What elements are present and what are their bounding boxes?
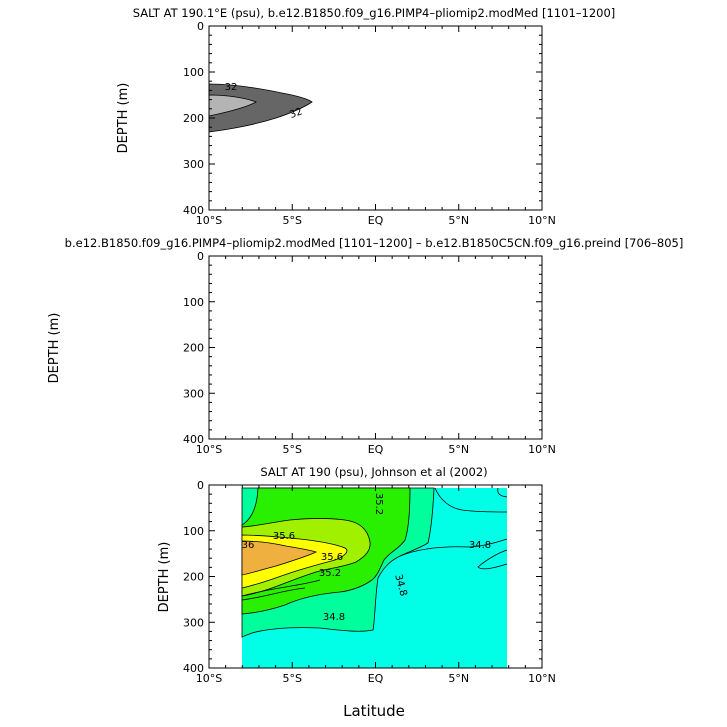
y-tick-label: 0 — [197, 20, 204, 33]
panel-1-contours: 32 32 — [208, 82, 313, 133]
panel-3-xlabel: Latitude — [343, 702, 405, 720]
y-tick-label: 100 — [183, 66, 204, 79]
x-tick-label: 5°S — [283, 443, 302, 456]
y-tick-label: 100 — [183, 296, 204, 309]
y-tick-label: 200 — [183, 342, 204, 355]
y-tick-label: 0 — [197, 250, 204, 263]
panel-1-fill-dark-region — [208, 83, 313, 133]
y-tick-label: 200 — [183, 571, 204, 584]
x-tick-label: 5°N — [448, 443, 469, 456]
panel-2-ylabel: DEPTH (m) — [47, 313, 62, 384]
y-tick-label: 300 — [183, 616, 204, 629]
panel-3-contour-label: 36 — [242, 540, 255, 551]
x-tick-label: 10°N — [528, 672, 556, 685]
x-tick-label: EQ — [368, 443, 384, 456]
y-tick-label: 400 — [183, 433, 204, 446]
x-tick-label: 10°S — [196, 214, 222, 227]
panel-1-contour-label: 32 — [288, 106, 304, 121]
panel-3-ylabel: DEPTH (m) — [157, 542, 172, 613]
x-tick-label: EQ — [368, 672, 384, 685]
panel-3-contour-label: 35.6 — [321, 552, 343, 563]
y-tick-label: 100 — [183, 525, 204, 538]
x-tick-label: 5°S — [283, 672, 302, 685]
panel-3-contour-line — [399, 538, 508, 557]
panel-2-axes: 10°S 5°S EQ 5°N 10°N 0 100 200 300 400 — [183, 250, 556, 456]
panel-1-axes: 10°S 5°S EQ 5°N 10°N 0 100 200 300 400 — [183, 20, 556, 227]
panel-2: b.e12.B1850.f09_g16.PIMP4–pliomip2.modMe… — [47, 236, 683, 456]
panel-3-contour-line — [241, 579, 321, 597]
panel-3-contour-label: 34.8 — [323, 612, 345, 623]
x-tick-label: 5°N — [448, 214, 469, 227]
panel-3-contour-label: 34.8 — [469, 540, 491, 551]
x-tick-label: EQ — [368, 214, 384, 227]
y-tick-label: 300 — [183, 387, 204, 400]
panel-3-fill-364 — [241, 540, 318, 576]
panel-1: SALT AT 190.1°E (psu), b.e12.B1850.f09_g… — [116, 6, 615, 227]
panel-3-contour-line — [434, 487, 508, 513]
y-tick-label: 200 — [183, 112, 204, 125]
y-tick-label: 0 — [197, 479, 204, 492]
x-tick-label: 10°S — [196, 672, 222, 685]
panel-2-title: b.e12.B1850.f09_g16.PIMP4–pliomip2.modMe… — [65, 236, 684, 250]
y-tick-label: 400 — [183, 662, 204, 675]
panel-3-contour-label: 35.2 — [319, 568, 341, 579]
panel-1-fill-light-region — [208, 94, 257, 117]
panel-3-contours: 35.2 35.6 36 35.6 35.2 34.8 34.8 34.8 — [241, 487, 508, 668]
panel-3-axes: 10°S 5°S EQ 5°N 10°N 0 100 200 300 400 — [183, 479, 556, 685]
panel-1-ylabel: DEPTH (m) — [116, 83, 131, 154]
panel-3-contour-line — [477, 549, 508, 570]
panel-3-contour-line — [497, 487, 508, 498]
panel-3-contour-line — [241, 587, 306, 601]
x-tick-label: 10°N — [528, 214, 556, 227]
y-tick-label: 400 — [183, 204, 204, 217]
panel-3-contour-label: 35.2 — [373, 493, 384, 515]
panel-1-contour-label: 32 — [225, 82, 238, 93]
x-tick-label: 5°N — [448, 672, 469, 685]
panel-1-title: SALT AT 190.1°E (psu), b.e12.B1850.f09_g… — [133, 6, 616, 20]
panel-2-frame — [208, 255, 543, 440]
y-tick-label: 300 — [183, 158, 204, 171]
x-tick-label: 10°S — [196, 443, 222, 456]
x-tick-label: 10°N — [528, 443, 556, 456]
panel-3-contour-label: 35.6 — [273, 531, 295, 542]
x-tick-label: 5°S — [283, 214, 302, 227]
panel-3-title: SALT AT 190 (psu), Johnson et al (2002) — [260, 465, 487, 479]
panel-3: SALT AT 190 (psu), Johnson et al (2002) … — [157, 465, 556, 720]
